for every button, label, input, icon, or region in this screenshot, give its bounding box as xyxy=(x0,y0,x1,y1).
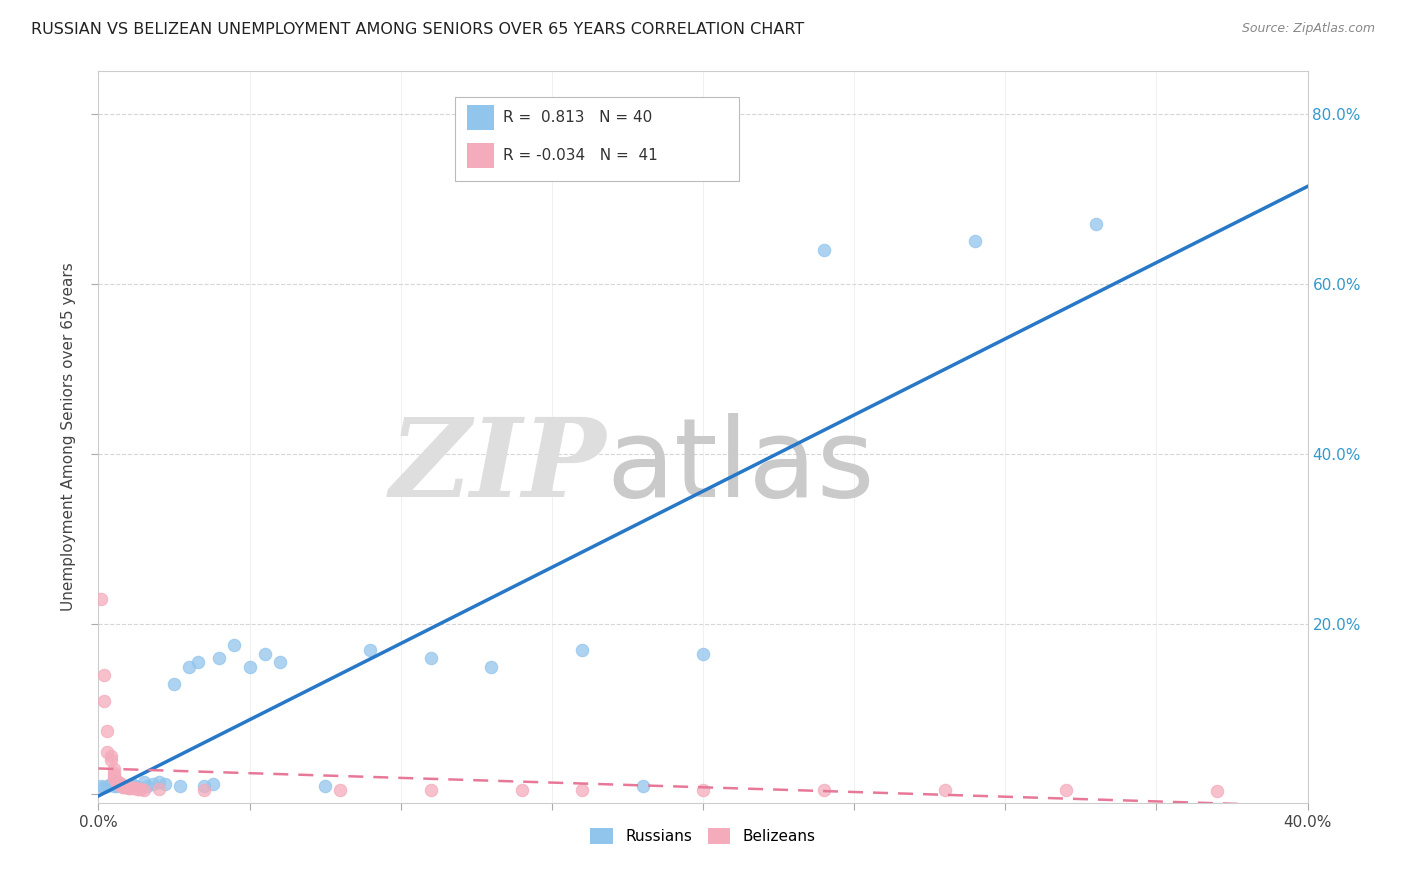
Point xyxy=(118,781,141,796)
Point xyxy=(111,778,134,792)
Point xyxy=(163,677,186,691)
Point xyxy=(111,780,134,794)
Point xyxy=(96,779,118,793)
Point xyxy=(169,779,191,793)
Point xyxy=(127,780,149,795)
Point xyxy=(111,780,134,794)
Legend: Russians, Belizeans: Russians, Belizeans xyxy=(583,822,823,850)
Point xyxy=(118,779,141,793)
Point xyxy=(121,781,143,796)
Point xyxy=(124,781,146,796)
Point xyxy=(481,659,503,673)
Point xyxy=(420,651,443,665)
Point xyxy=(965,235,987,249)
Point xyxy=(934,783,956,797)
Point xyxy=(135,779,157,793)
Bar xyxy=(467,104,494,130)
Point xyxy=(193,779,215,793)
Text: R =  0.813   N = 40: R = 0.813 N = 40 xyxy=(503,110,652,125)
Point xyxy=(132,783,155,797)
Point xyxy=(129,782,152,797)
Point xyxy=(420,783,443,797)
Point xyxy=(103,768,125,782)
Point xyxy=(114,780,136,795)
Point xyxy=(1054,783,1077,797)
Point xyxy=(692,647,714,661)
Point xyxy=(118,781,141,796)
Point xyxy=(105,779,128,793)
Point xyxy=(105,773,128,788)
Point xyxy=(1206,784,1229,798)
Point xyxy=(100,749,122,764)
Point xyxy=(208,651,231,665)
Point xyxy=(253,647,276,661)
Point xyxy=(1085,218,1108,232)
Text: atlas: atlas xyxy=(606,413,875,520)
Text: RUSSIAN VS BELIZEAN UNEMPLOYMENT AMONG SENIORS OVER 65 YEARS CORRELATION CHART: RUSSIAN VS BELIZEAN UNEMPLOYMENT AMONG S… xyxy=(31,22,804,37)
Point xyxy=(153,777,176,791)
Point xyxy=(360,642,382,657)
Point xyxy=(148,774,170,789)
Text: Source: ZipAtlas.com: Source: ZipAtlas.com xyxy=(1241,22,1375,36)
Text: ZIP: ZIP xyxy=(389,413,606,520)
Point xyxy=(108,777,131,791)
Point xyxy=(90,779,112,793)
Point xyxy=(813,243,835,257)
Point xyxy=(108,776,131,790)
Point xyxy=(118,780,141,795)
Point xyxy=(100,753,122,767)
Point xyxy=(103,762,125,776)
Point xyxy=(239,659,262,673)
Point xyxy=(124,779,146,793)
Point xyxy=(187,656,209,670)
Point xyxy=(103,774,125,789)
Point xyxy=(114,780,136,795)
Point xyxy=(103,766,125,780)
Point xyxy=(121,777,143,791)
Point xyxy=(813,783,835,797)
Point xyxy=(179,659,201,673)
Point xyxy=(111,779,134,793)
Point xyxy=(692,783,714,797)
Point xyxy=(114,780,136,795)
Point xyxy=(142,777,165,791)
Y-axis label: Unemployment Among Seniors over 65 years: Unemployment Among Seniors over 65 years xyxy=(60,263,76,611)
Point xyxy=(108,778,131,792)
Point xyxy=(571,642,593,657)
Point xyxy=(148,782,170,797)
Point xyxy=(329,783,352,797)
Point xyxy=(631,779,654,793)
Point xyxy=(314,779,336,793)
Point xyxy=(100,777,122,791)
Bar xyxy=(467,143,494,169)
Point xyxy=(571,783,593,797)
Point xyxy=(193,783,215,797)
FancyBboxPatch shape xyxy=(456,97,740,181)
Point xyxy=(202,777,225,791)
Point xyxy=(90,591,112,606)
Point xyxy=(132,774,155,789)
Point xyxy=(93,694,115,708)
Point xyxy=(96,723,118,738)
Point xyxy=(124,781,146,796)
Point xyxy=(105,776,128,790)
Point xyxy=(127,782,149,797)
Point xyxy=(93,780,115,795)
Point xyxy=(96,745,118,759)
Point xyxy=(93,668,115,682)
Point xyxy=(103,779,125,793)
Point xyxy=(103,772,125,786)
Point xyxy=(127,782,149,797)
Point xyxy=(269,656,291,670)
Text: R = -0.034   N =  41: R = -0.034 N = 41 xyxy=(503,148,658,163)
Point xyxy=(510,783,533,797)
Point xyxy=(224,639,246,653)
